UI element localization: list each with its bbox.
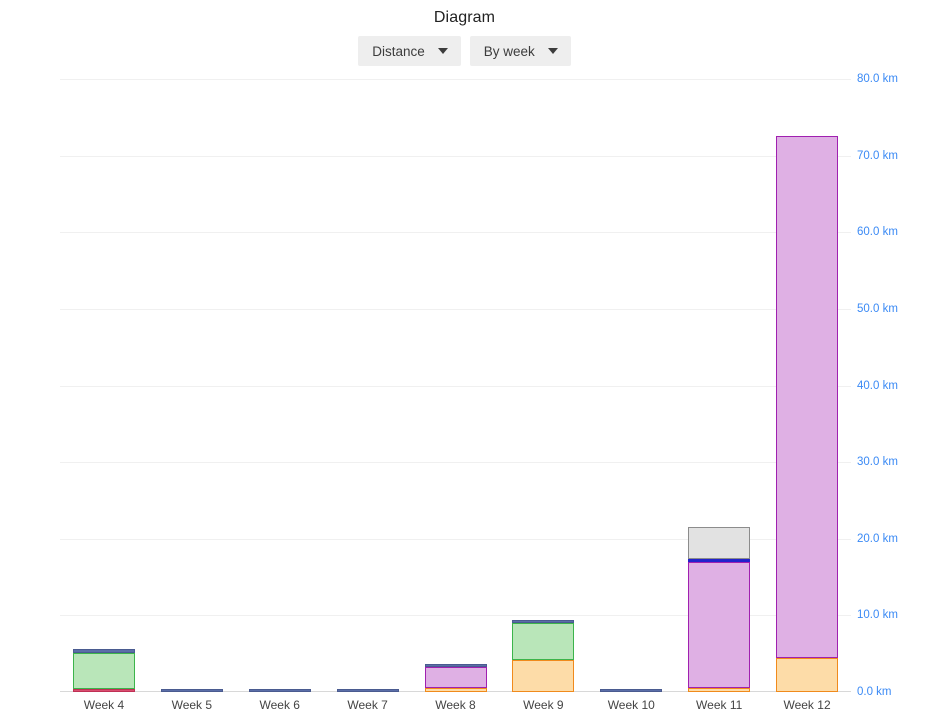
bar-group[interactable] (600, 79, 663, 692)
x-axis: Week 4 Week 5 Week 6 Week 7 Week 8 Week 9 Week… (60, 698, 851, 716)
bar-segment-slate[interactable] (512, 620, 575, 624)
bar-group[interactable] (776, 79, 839, 692)
bar-group[interactable] (424, 79, 487, 692)
bar-segment-purple[interactable] (424, 667, 487, 689)
bar-group[interactable] (688, 79, 751, 692)
metric-dropdown[interactable]: Distance (358, 36, 461, 66)
bar-segment-purple[interactable] (688, 561, 751, 689)
y-axis-tick-label: 10.0 km (857, 609, 898, 622)
period-dropdown-label: By week (483, 43, 535, 59)
bar-segment-slate[interactable] (336, 688, 399, 692)
y-axis-tick-label: 0.0 km (857, 686, 892, 698)
bar-group[interactable] (160, 79, 223, 692)
metric-dropdown-label: Distance (372, 43, 425, 59)
x-axis-tick-label: Week 12 (783, 698, 831, 712)
y-axis-tick-label: 20.0 km (857, 532, 898, 545)
bar-group[interactable] (512, 79, 575, 692)
bar-group[interactable] (336, 79, 399, 692)
bar-segment-slate[interactable] (72, 649, 135, 653)
bar-segment-orange[interactable] (512, 659, 575, 692)
chevron-down-icon (437, 48, 448, 54)
x-axis-tick-label: Week 4 (83, 698, 125, 712)
bar-segment-blue[interactable] (688, 558, 751, 562)
page-title: Diagram (433, 9, 496, 26)
gridline (60, 462, 851, 464)
y-axis-tick-label: 40.0 km (857, 379, 898, 392)
gridline (60, 308, 851, 310)
bar-segment-gray[interactable] (688, 526, 751, 559)
x-axis-tick-label: Week 7 (347, 698, 388, 712)
y-axis-tick-label: 60.0 km (857, 226, 898, 239)
x-axis-tick-label: Week 6 (259, 698, 300, 712)
y-axis-tick-label: 70.0 km (857, 149, 898, 162)
gridline (60, 538, 851, 540)
y-axis-tick-label: 30.0 km (857, 456, 898, 469)
x-axis-tick-label: Week 8 (435, 698, 476, 712)
x-axis-tick-label: Week 10 (607, 698, 655, 712)
bar-segment-green[interactable] (512, 623, 575, 660)
bar-segment-slate[interactable] (424, 664, 487, 668)
chevron-down-icon (547, 48, 558, 54)
bar-segment-purple[interactable] (776, 136, 839, 659)
bar-segment-slate[interactable] (160, 688, 223, 692)
bar-segment-slate[interactable] (600, 688, 663, 692)
gridline (60, 232, 851, 234)
bar-segment-slate[interactable] (248, 688, 311, 692)
x-axis-tick-label: Week 9 (523, 698, 564, 712)
gridline (60, 155, 851, 157)
bar-segment-orange[interactable] (688, 688, 751, 692)
plot-area (60, 79, 851, 692)
bar-segment-orange[interactable] (776, 658, 839, 692)
bar-segment-red[interactable] (72, 688, 135, 692)
y-axis: 0.0 km 10.0 km 20.0 km 30.0 km 40.0 km 50.0 k… (851, 73, 929, 698)
bar-group[interactable] (72, 79, 135, 692)
x-axis-tick-label: Week 11 (696, 698, 743, 712)
gridline (60, 615, 851, 617)
y-axis-tick-label: 50.0 km (857, 302, 898, 315)
gridline (60, 385, 851, 387)
bar-segment-orange[interactable] (424, 688, 487, 692)
x-axis-tick-label: Week 5 (171, 698, 213, 712)
gridline (60, 79, 851, 80)
y-axis-tick-label: 80.0 km (857, 73, 898, 85)
chart-controls: Distance By week (0, 36, 929, 66)
bar-group[interactable] (248, 79, 311, 692)
period-dropdown[interactable]: By week (469, 36, 571, 66)
bar-segment-green[interactable] (72, 652, 135, 689)
